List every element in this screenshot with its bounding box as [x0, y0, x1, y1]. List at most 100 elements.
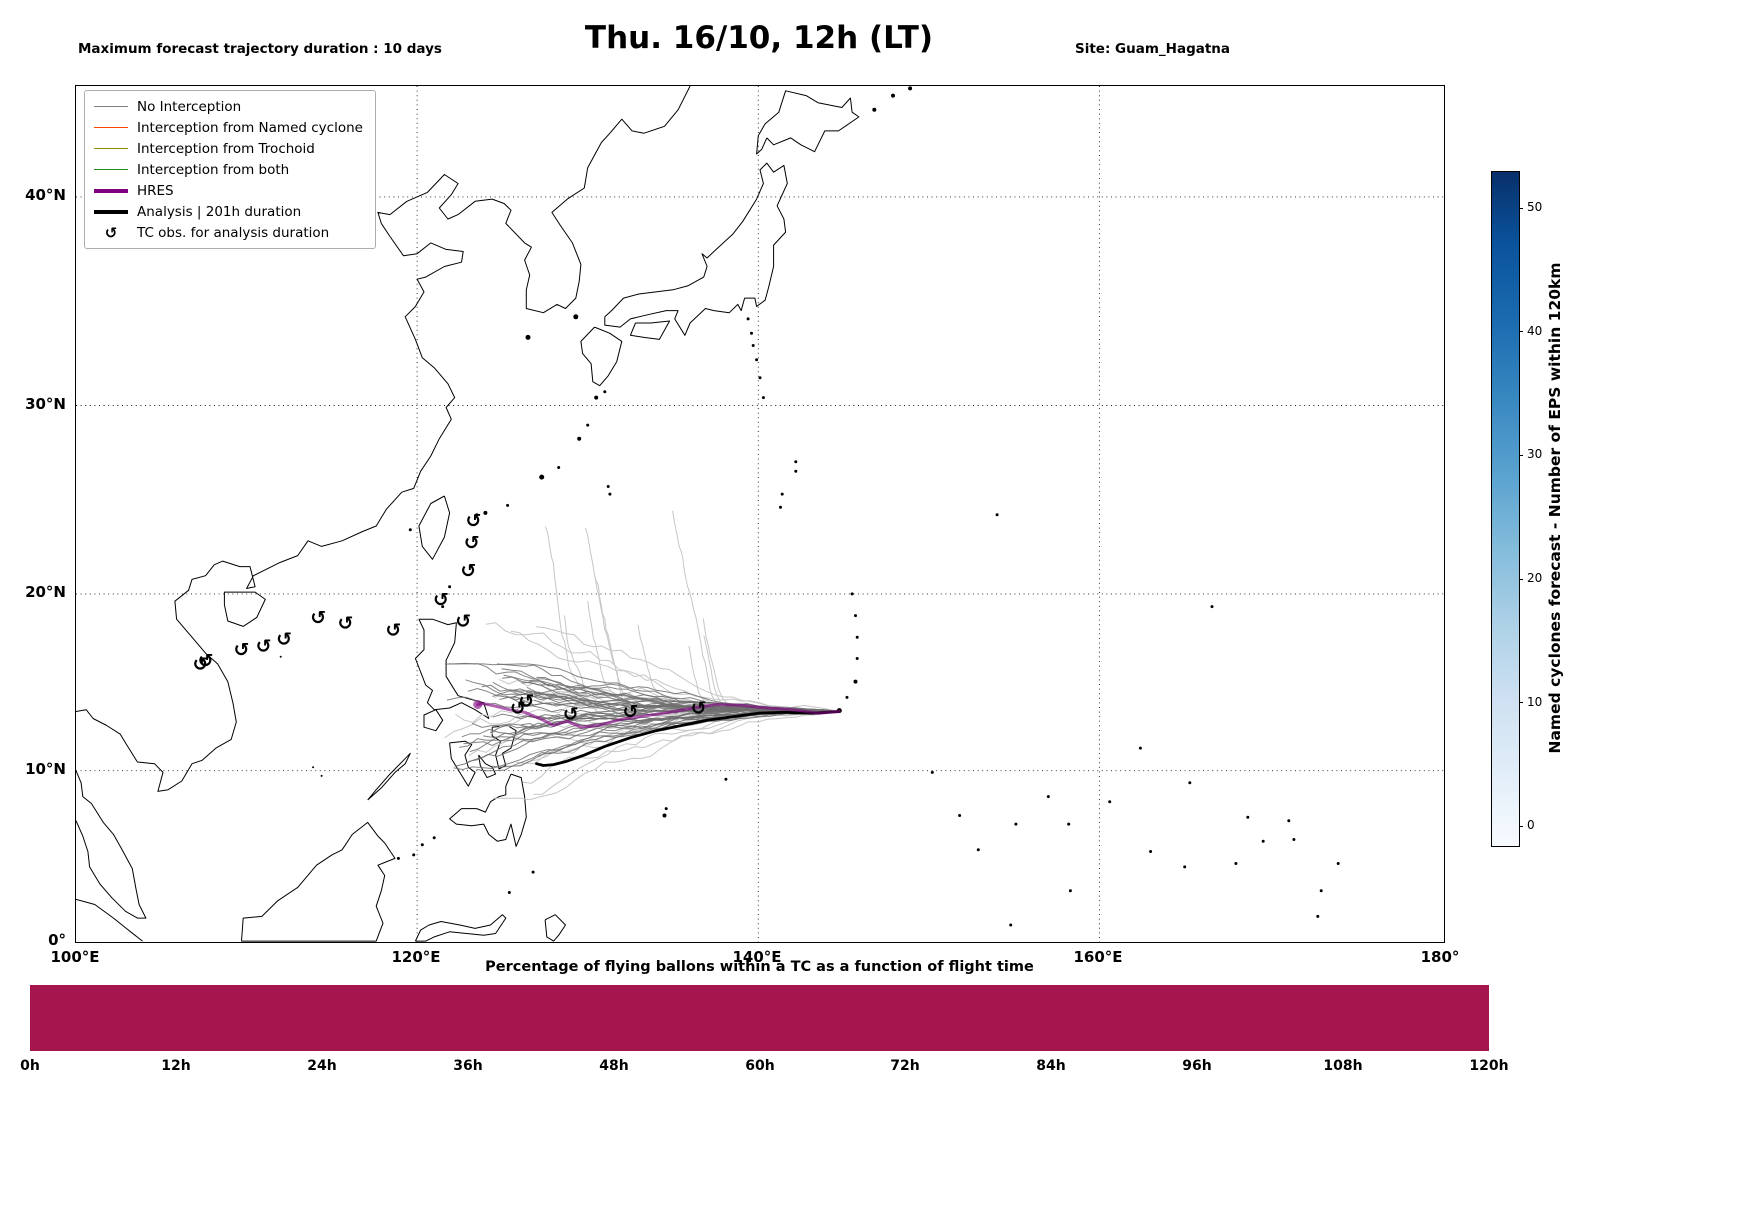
page-title: Thu. 16/10, 12h (LT) [584, 20, 934, 56]
ensemble-trajectory [444, 662, 840, 714]
island-dot [758, 376, 762, 380]
island-dot [606, 485, 610, 488]
colorbar-tick-label: 10 [1527, 695, 1543, 709]
flight-time-tick-label: 60h [745, 1058, 775, 1074]
tc-obs-symbol: ↺ [460, 560, 476, 582]
flight-time-tick-label: 24h [307, 1058, 337, 1074]
coastline-malay-peninsula [76, 770, 147, 919]
island-dot [483, 510, 488, 515]
coastline-borneo [241, 821, 396, 942]
colorbar-tickmark [1519, 579, 1523, 580]
colorbar-tickmark [1519, 208, 1523, 209]
tc-obs-symbol: ↺ [234, 639, 250, 661]
x-axis-tick-label: 180° [1420, 948, 1460, 966]
island-dot [557, 466, 561, 469]
coastline-sulawesi [414, 914, 507, 942]
flight-chart-bar [30, 985, 1489, 1051]
ensemble-trajectory-light [522, 711, 840, 784]
island-dot [432, 836, 436, 840]
legend-line [94, 188, 128, 193]
island-dot [573, 314, 579, 320]
island-dot [586, 423, 590, 427]
legend-line [94, 105, 128, 108]
island-dot [312, 766, 315, 769]
island-dot [1261, 839, 1265, 843]
legend-line-swatch [94, 188, 128, 193]
island-dot [396, 856, 400, 860]
island-dot [594, 395, 599, 400]
island-dot [780, 492, 784, 496]
coastline-cebu-bohol [478, 754, 497, 779]
island-dot [1336, 862, 1340, 865]
coastline-honshu [604, 162, 788, 336]
hres-end-marker [473, 700, 483, 709]
flight-chart-title: Percentage of flying ballons within a TC… [485, 959, 1034, 975]
island-dot [1138, 746, 1142, 750]
island-dot [506, 503, 510, 507]
island-dot [577, 436, 582, 441]
colorbar-gradient [1491, 171, 1520, 847]
island-dot [448, 585, 452, 589]
island-dot [854, 614, 857, 618]
map-legend: No Interception Interception from Named c… [84, 90, 376, 249]
tc-obs-legend-glyph: ↺ [104, 223, 118, 242]
island-dot [1246, 815, 1250, 819]
hres-track [476, 702, 841, 729]
y-axis-tick-label: 40°N [25, 186, 66, 204]
island-dot [1183, 865, 1187, 869]
ensemble-trajectory-light [544, 526, 840, 715]
island-dot [320, 774, 323, 777]
legend-item-label: TC obs. for analysis duration [137, 224, 330, 241]
island-dot [279, 655, 282, 658]
coastline-hainan [223, 591, 266, 627]
legend-line-swatch [94, 147, 128, 150]
island-dot [539, 474, 545, 480]
legend-item-label: Interception from Trochoid [137, 140, 315, 157]
island-dot [845, 695, 849, 699]
flight-time-tick-label: 48h [599, 1058, 629, 1074]
flight-time-tick-label: 72h [890, 1058, 920, 1074]
tc-obs-symbol: ↺ [465, 510, 481, 532]
metadata-line: Site: Guam_Hagatna [1075, 41, 1231, 57]
ensemble-trajectory-light [485, 622, 840, 712]
run-parameter-line: Maximum forecast trajectory duration : 1… [78, 41, 442, 57]
legend-line [94, 168, 128, 171]
island-dot [408, 528, 412, 532]
island-dot [507, 891, 511, 894]
tc-obs-symbol: ↺ [198, 650, 214, 672]
legend-line-swatch [94, 209, 128, 214]
legend-line [94, 209, 128, 214]
map-plot: ↺ ↺ ↺ ↺ ↺ ↺ ↺ ↺ ↺ ↺ ↺ ↺ ↺ ↺ ↺ ↺ ↺ ↺ No Interception Interc… [75, 85, 1445, 943]
x-axis-tick-label: 140°E [732, 948, 782, 966]
island-dot [662, 813, 667, 818]
ensemble-trajectory-light [702, 618, 840, 717]
x-axis-tick-label: 100°E [50, 948, 100, 966]
island-dot [794, 460, 798, 464]
island-dot [1014, 822, 1018, 826]
flight-time-tick-label: 108h [1323, 1058, 1363, 1074]
coastline-samar-leyte [491, 725, 517, 770]
y-axis-tick-label: 10°N [25, 760, 66, 778]
island-dot [855, 657, 859, 660]
coastline-mindanao [449, 773, 527, 847]
tc-obs-symbol: ↺ [455, 611, 471, 633]
colorbar-tick-label: 50 [1527, 200, 1543, 214]
island-dot [1009, 923, 1013, 927]
tc-obs-symbol: ↺ [310, 607, 326, 629]
island-dot [531, 870, 535, 874]
coastline-shikoku [629, 320, 671, 340]
colorbar-tick-label: 40 [1527, 324, 1543, 338]
legend-item: Interception from Named cyclone [94, 117, 363, 138]
legend-item-label: Analysis | 201h duration [137, 203, 302, 220]
island-dot [1319, 889, 1323, 893]
y-axis-tick-label: 20°N [25, 583, 66, 601]
legend-item: Interception from Trochoid [94, 138, 363, 159]
island-dot [1287, 819, 1291, 823]
colorbar-tick-label: 30 [1527, 447, 1543, 461]
island-dot [1108, 800, 1112, 804]
coastline-hokkaido [756, 90, 860, 155]
legend-item-label: HRES [137, 182, 174, 199]
legend-item-label: No Interception [137, 98, 242, 115]
coastline-palawan [367, 752, 411, 801]
island-dot [412, 853, 416, 857]
